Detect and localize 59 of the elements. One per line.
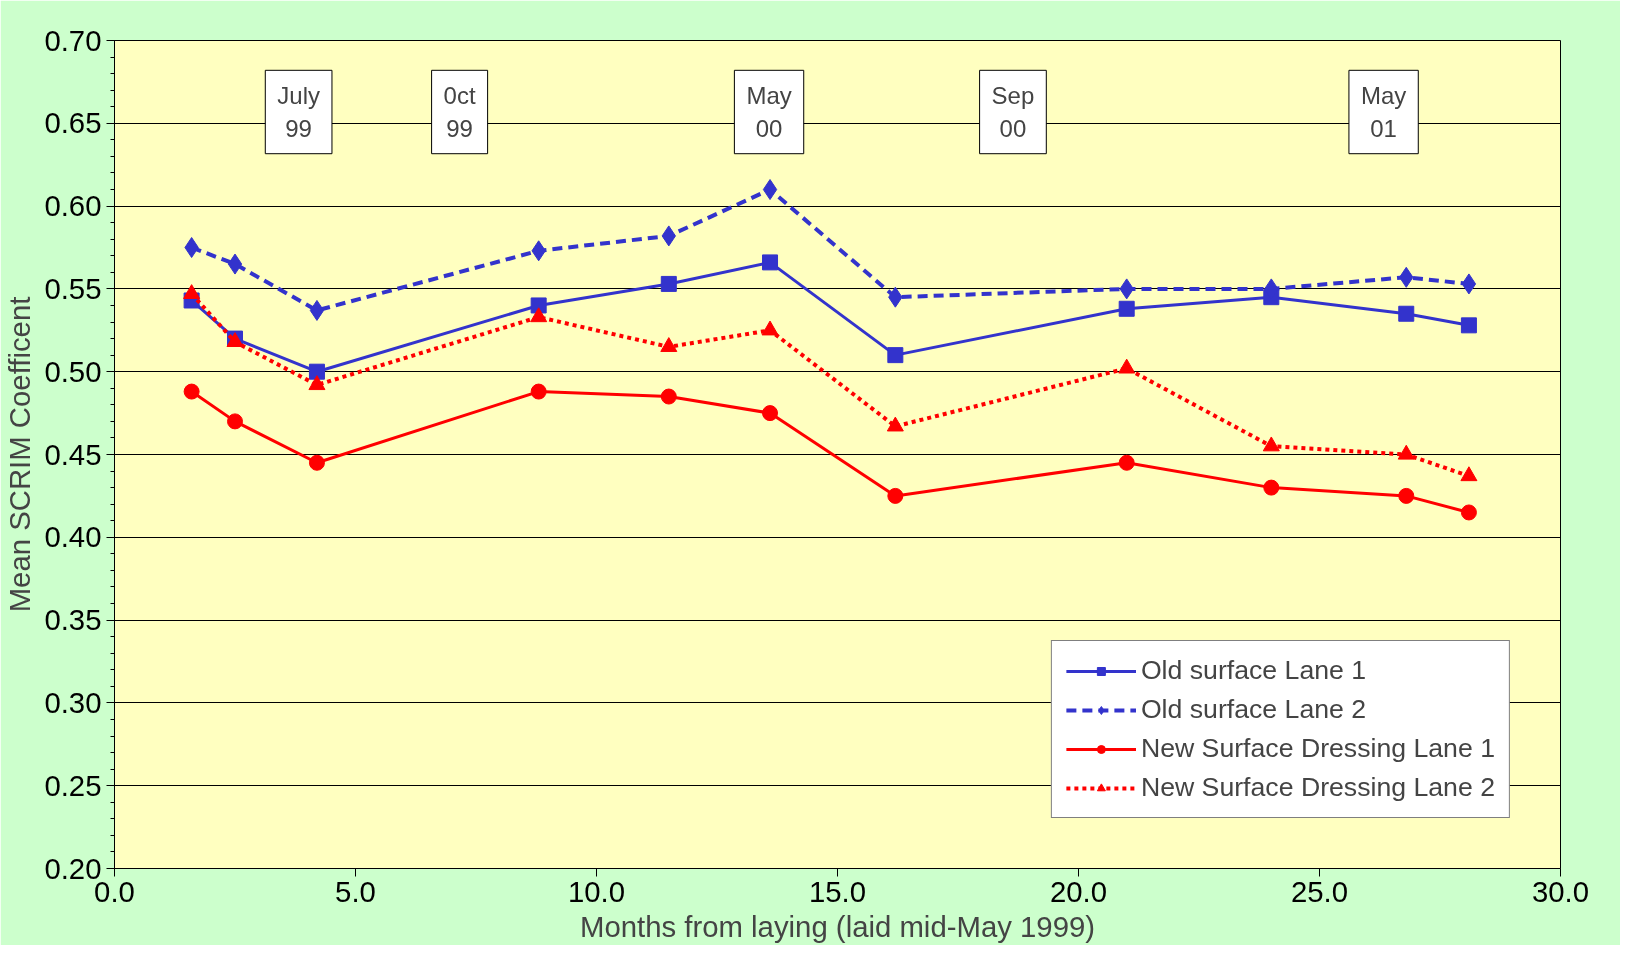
point [1118, 300, 1135, 317]
x-tick-label: 5.0 [335, 874, 376, 908]
point [1263, 479, 1280, 496]
annotation: May 00 [746, 82, 792, 142]
x-tick-label: 25.0 [1290, 874, 1349, 908]
annotation: Sep 00 [991, 82, 1035, 142]
y-tick-label: 0.50 [44, 354, 102, 388]
point [1398, 487, 1415, 504]
point [762, 179, 778, 201]
point [762, 254, 779, 271]
point [1460, 317, 1477, 334]
point [227, 253, 243, 275]
point [1118, 454, 1135, 471]
point [660, 275, 677, 292]
point [886, 416, 904, 432]
legend-label: New Surface Dressing Lane 2 [1140, 772, 1495, 803]
point [1460, 504, 1477, 521]
y-tick-label: 0.70 [44, 23, 102, 57]
annotation: 0ct 99 [443, 82, 476, 142]
point [530, 383, 547, 400]
point [762, 405, 779, 422]
y-tick-label: 0.55 [44, 271, 102, 305]
point [887, 487, 904, 504]
point [660, 388, 677, 405]
legend-label: Old surface Lane 2 [1140, 694, 1367, 725]
y-tick-label: 0.25 [44, 768, 102, 802]
legend-label: Old surface Lane 1 [1140, 655, 1367, 686]
x-tick-label: 30.0 [1531, 874, 1590, 908]
legend-label: New Surface Dressing Lane 1 [1140, 733, 1495, 764]
point [227, 413, 243, 430]
point [1460, 466, 1478, 482]
point [183, 383, 200, 400]
point [184, 237, 199, 258]
y-tick-label: 0.35 [44, 603, 102, 637]
y-tick-label: 0.65 [44, 106, 102, 140]
y-tick-label: 0.45 [44, 437, 102, 471]
y-axis-title: Mean SCRIM Coefficent [3, 296, 37, 613]
point [1118, 358, 1136, 374]
point [530, 307, 548, 323]
point [1397, 444, 1415, 460]
point [1461, 273, 1477, 295]
annotation: July 99 [277, 82, 320, 142]
point [309, 299, 325, 321]
point [660, 337, 678, 352]
x-tick-label: 15.0 [808, 874, 867, 908]
point [1262, 436, 1280, 452]
y-tick-label: 0.30 [44, 685, 102, 719]
y-tick-label: 0.60 [44, 189, 102, 223]
point [308, 454, 325, 471]
x-tick-label: 10.0 [567, 874, 626, 908]
point [761, 320, 779, 336]
point [1398, 305, 1415, 322]
y-tick-label: 0.40 [44, 520, 102, 554]
x-axis-title: Months from laying (laid mid-May 1999) [579, 909, 1096, 943]
x-tick-label: 20.0 [1049, 874, 1108, 908]
point [308, 375, 326, 391]
point [308, 363, 325, 380]
point [887, 347, 904, 364]
annotation: May 01 [1360, 82, 1407, 142]
